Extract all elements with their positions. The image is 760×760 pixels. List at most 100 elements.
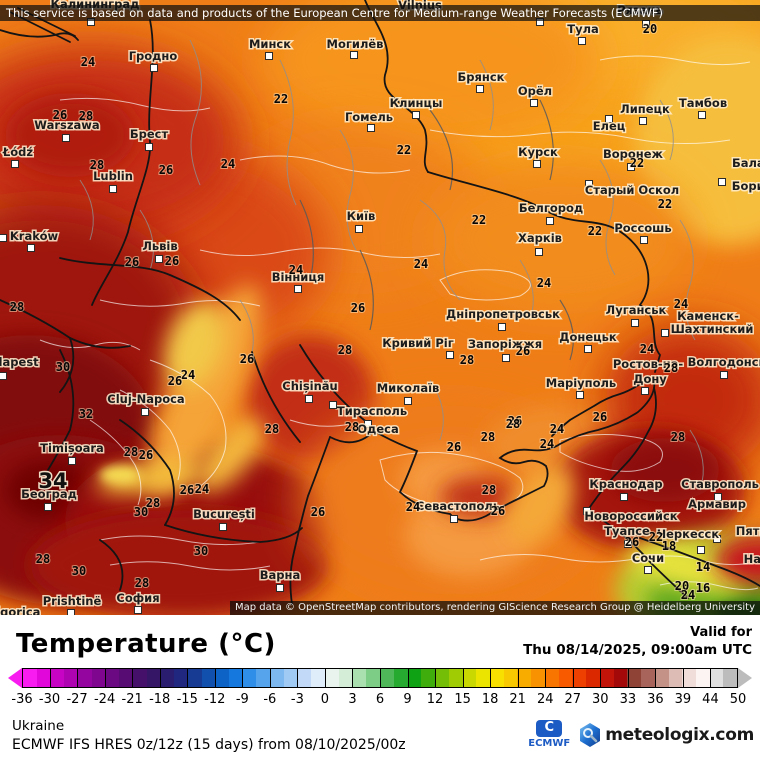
city-marker	[27, 244, 35, 252]
scale-cell	[229, 669, 243, 687]
scale-tick	[655, 668, 657, 688]
scale-cell	[531, 669, 545, 687]
valid-time-block: Valid for Thu 08/14/2025, 09:00am UTC	[523, 625, 752, 658]
city-label: Борисоглебск	[732, 179, 760, 193]
scale-arrow-left	[8, 668, 22, 688]
temp-contour-label: 26	[159, 163, 173, 177]
city-label: Варна	[260, 568, 300, 582]
city-label: Ставрополь	[681, 477, 759, 491]
city-label: София	[116, 591, 159, 605]
city-label: Старый Оскол	[585, 183, 679, 197]
temp-contour-label: 28	[482, 483, 496, 497]
scale-tick-label: 36	[647, 692, 664, 707]
scale-tick-label: 21	[509, 692, 526, 707]
scale-cell	[544, 669, 559, 687]
model-info: ECMWF IFS HRES 0z/12z (15 days) from 08/…	[12, 737, 406, 753]
city-label: Сочи	[632, 551, 664, 565]
city-label: Київ	[347, 209, 376, 223]
scale-tick	[380, 668, 381, 688]
city-marker	[578, 37, 586, 45]
scale-cell	[77, 669, 92, 687]
temp-contour-label: 22	[658, 197, 672, 211]
city-label: Минск	[249, 37, 291, 51]
city-label: Туапсе	[604, 524, 650, 538]
scale-cell	[586, 669, 600, 687]
city-label: Cluj-Napoca	[107, 392, 184, 406]
scale-cell	[380, 669, 394, 687]
scale-tick-label: -15	[176, 692, 198, 707]
scale-cell	[174, 669, 188, 687]
temp-contour-label: 28	[345, 420, 359, 434]
city-label: Дніпропетровськ	[446, 307, 560, 321]
valid-for-label: Valid for	[690, 625, 752, 640]
city-marker	[720, 371, 728, 379]
temp-contour-label: 26	[516, 344, 530, 358]
temp-contour-label: 26	[625, 535, 639, 549]
scale-tick	[600, 668, 602, 688]
scale-tick	[77, 668, 79, 688]
city-label: Пятигорск	[736, 524, 760, 538]
city-marker	[583, 507, 591, 515]
scale-cell	[407, 669, 422, 687]
scale-cell	[297, 669, 312, 687]
temp-contour-label: 26	[168, 374, 182, 388]
city-label: Елец	[593, 119, 626, 133]
scale-cell	[366, 669, 381, 687]
city-label: Брест	[130, 127, 169, 141]
scale-cell	[599, 669, 614, 687]
isotherm-contours	[39, 55, 759, 591]
temp-contour-label: 30	[56, 360, 70, 374]
scale-tick-label: 0	[320, 692, 330, 707]
scale-tick-label: -3	[290, 692, 304, 707]
city-marker	[640, 236, 648, 244]
meteologix-logo-text: meteologix.com	[605, 724, 754, 745]
city-marker	[0, 234, 7, 242]
scale-cell	[503, 669, 518, 687]
city-label: Београд	[21, 487, 77, 501]
city-marker	[412, 111, 420, 119]
scale-cell	[476, 669, 490, 687]
scale-cell	[187, 669, 202, 687]
temp-contour-label: 24	[221, 157, 235, 171]
temperature-field-blobs	[0, 0, 760, 615]
city-label: Севастополь	[416, 499, 500, 513]
city-label: Кривий Ріг	[382, 336, 453, 350]
city-marker	[305, 395, 313, 403]
temp-contour-label: 26	[351, 301, 365, 315]
scale-cell	[517, 669, 532, 687]
temp-contour-label: 24	[289, 263, 303, 277]
magnifier-hexagon-icon	[580, 722, 601, 747]
temp-contour-label: 26	[240, 352, 254, 366]
temp-contour-label: 24	[540, 437, 554, 451]
ecmwf-badge-icon: C	[536, 720, 563, 737]
color-scale-bar: -36 -30 -27 -24 -21 -18 -15 -12 -9 -6 -3 0 3 6 9 12 15 18…	[8, 668, 752, 707]
scale-cell	[627, 669, 642, 687]
city-label: Донецьк	[559, 330, 617, 344]
city-marker	[109, 185, 117, 193]
city-label: Дону	[633, 372, 667, 386]
scale-cell	[558, 669, 573, 687]
scale-tick	[710, 668, 712, 688]
legend-panel: Temperature (°C) Valid for Thu 08/14/202…	[0, 615, 760, 760]
ecmwf-logo[interactable]: C ECMWF	[528, 720, 570, 749]
temp-contour-label: 22	[472, 213, 486, 227]
scale-tick	[187, 668, 189, 688]
ecmwf-logo-text: ECMWF	[528, 738, 571, 749]
scale-cell	[435, 669, 449, 687]
scale-tick-label: 3	[348, 692, 357, 707]
scale-tick-label: 6	[375, 692, 385, 707]
city-marker	[0, 372, 7, 380]
city-marker	[714, 493, 722, 501]
scale-tick	[159, 668, 161, 688]
scale-tick-label: -30	[38, 692, 61, 707]
temp-contour-label: 28	[90, 158, 104, 172]
scale-tick-label: 18	[481, 692, 499, 707]
scale-cell	[105, 669, 120, 687]
scale-tick	[132, 668, 134, 688]
region-name: Ukraine	[12, 718, 65, 734]
scale-cell	[709, 669, 724, 687]
scale-tick	[682, 668, 684, 688]
city-marker	[576, 391, 584, 399]
meteologix-logo[interactable]: meteologix.com	[578, 722, 754, 748]
city-marker	[145, 143, 153, 151]
